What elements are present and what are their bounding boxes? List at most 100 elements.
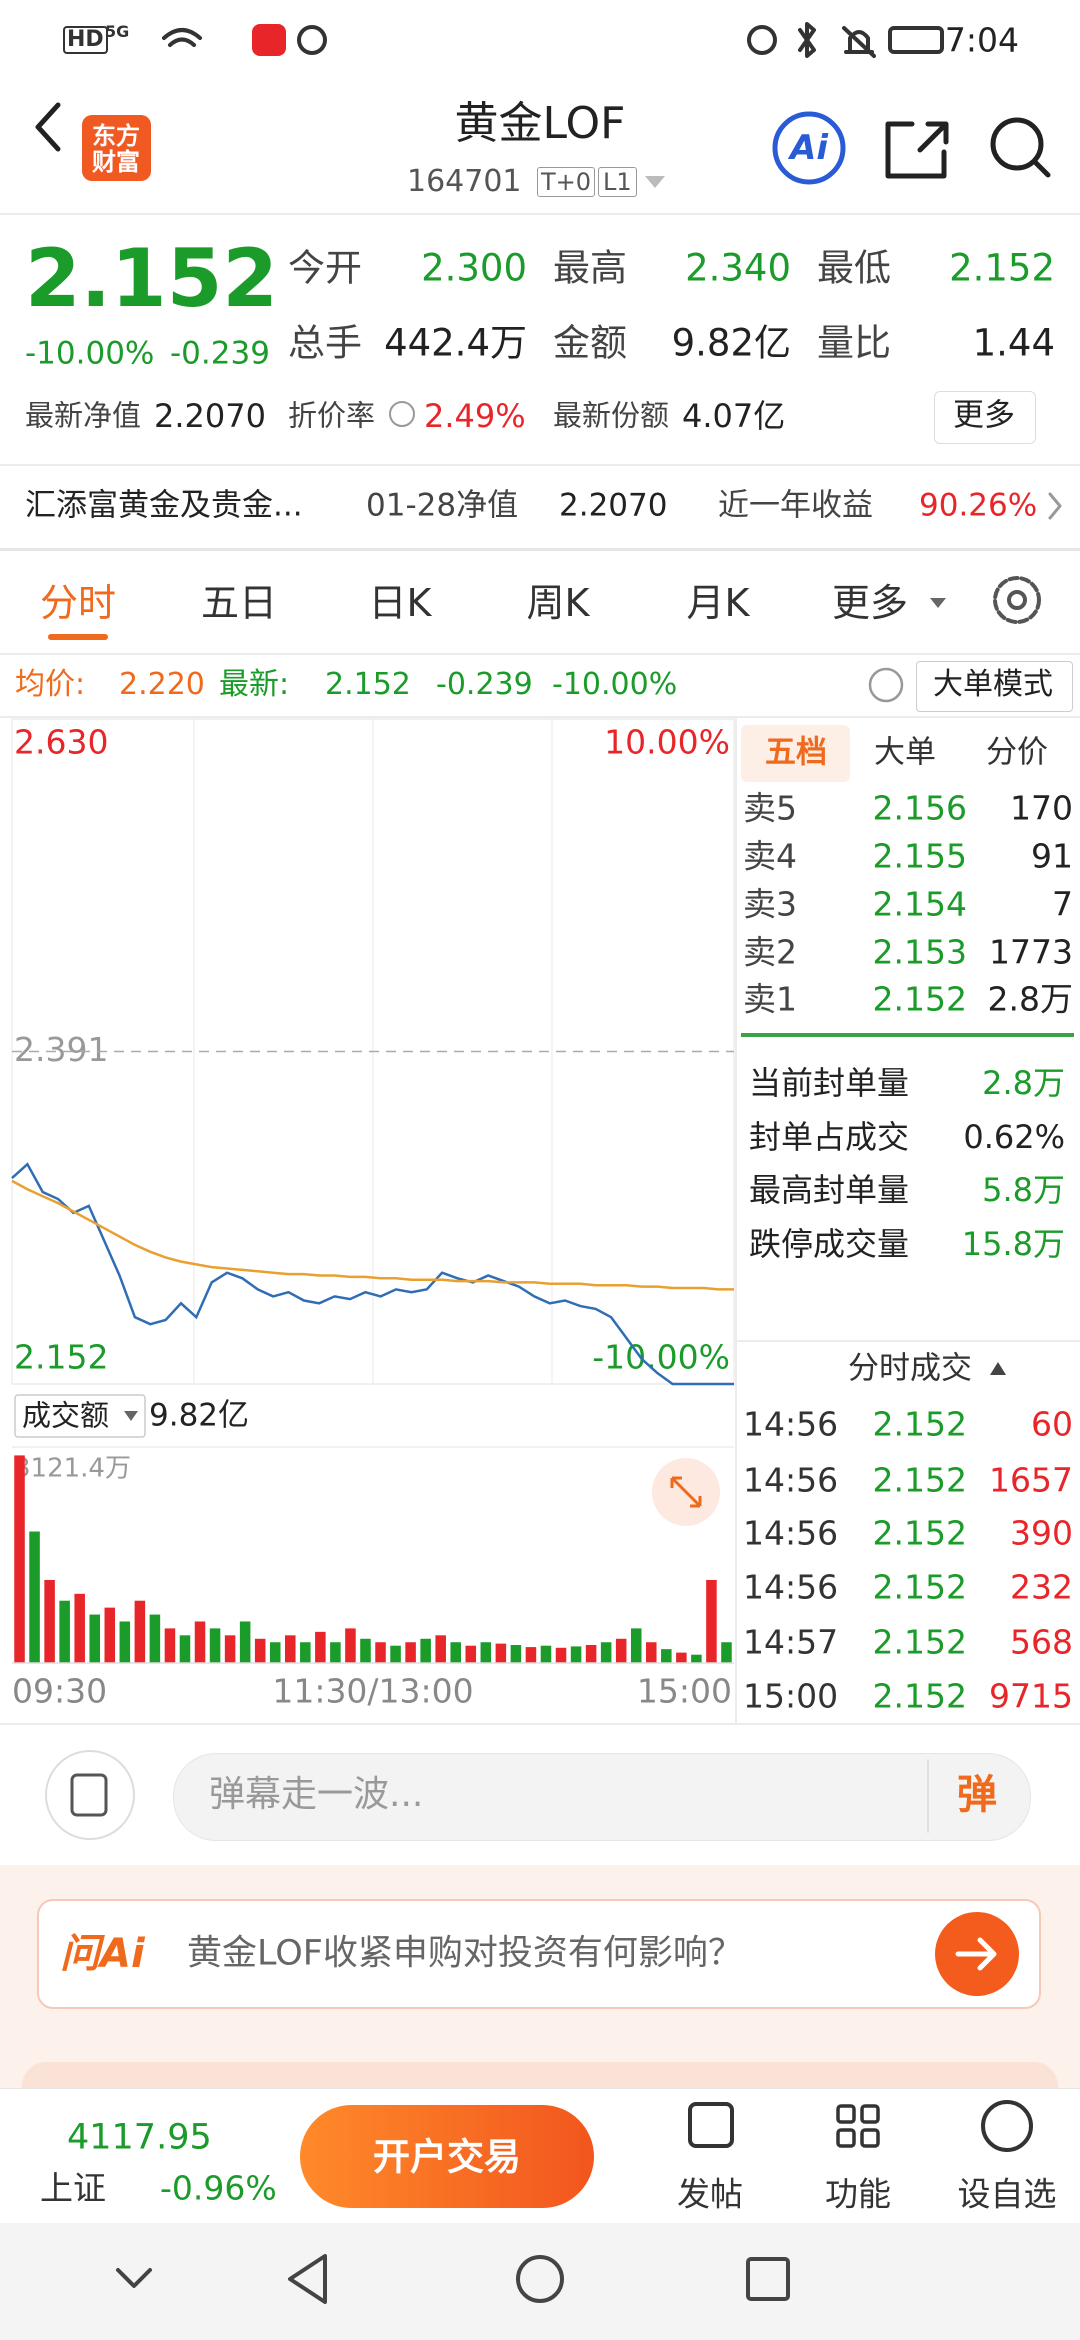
pct-label: 10.00%	[604, 723, 730, 762]
label: 卖1	[743, 979, 797, 1019]
watchlist-icon[interactable]	[981, 2100, 1033, 2152]
nav-recent[interactable]	[746, 2257, 790, 2301]
label: 2.152	[872, 1622, 967, 1662]
share-button[interactable]	[885, 121, 949, 179]
comment-icon[interactable]	[45, 1750, 135, 1840]
tab[interactable]: 日K	[368, 581, 432, 625]
bell-icon	[842, 26, 876, 58]
tab[interactable]: 更多	[831, 581, 909, 625]
tab[interactable]: 五档	[765, 734, 827, 771]
volume-bar	[480, 1642, 492, 1663]
volume-bar	[134, 1600, 146, 1663]
volume-bar	[706, 1579, 717, 1663]
volume-bar	[646, 1642, 657, 1663]
label: 14:56	[743, 1513, 839, 1553]
mode-button[interactable]	[916, 661, 1073, 712]
label: 4117.95	[67, 2117, 212, 2158]
volume-bar	[375, 1642, 386, 1663]
volume-bar	[194, 1621, 206, 1663]
nav-back[interactable]	[288, 2254, 327, 2304]
divider	[0, 548, 1080, 551]
wifi-icon	[162, 28, 202, 47]
label: 成交额	[22, 1398, 110, 1433]
y-tick-label: 2.630	[14, 723, 108, 762]
volume-bar	[420, 1638, 431, 1663]
label: 0.62%	[963, 1118, 1065, 1156]
label: 分时成交	[848, 1350, 972, 1387]
label: 今开	[288, 246, 362, 290]
label: 01-28净值	[366, 487, 519, 524]
volume-selector[interactable]	[14, 1394, 146, 1438]
label[interactable]: Ai	[790, 128, 828, 168]
label: 2.154	[872, 884, 967, 924]
divider	[0, 213, 1080, 215]
label: 4.07亿	[682, 397, 786, 435]
trade-button[interactable]	[300, 2105, 594, 2208]
volume-bar	[224, 1635, 236, 1663]
tab[interactable]: 月K	[686, 581, 750, 625]
volume-bar	[300, 1642, 311, 1663]
label: 2.300	[421, 246, 527, 290]
label[interactable]: 更多	[953, 397, 1015, 434]
back-button[interactable]	[35, 102, 61, 152]
volume-bar	[119, 1621, 131, 1663]
nav-home[interactable]	[516, 2255, 564, 2303]
divider	[0, 1723, 1080, 1725]
label: 2.152	[325, 667, 411, 702]
tab[interactable]: 分价	[986, 734, 1048, 771]
comment-input[interactable]	[173, 1753, 1031, 1841]
label[interactable]: 大单模式	[933, 667, 1053, 702]
label[interactable]: 功能	[825, 2174, 891, 2214]
label[interactable]: 发帖	[677, 2174, 743, 2214]
settings-button[interactable]	[993, 576, 1041, 624]
pct-label: -10.00%	[592, 1338, 730, 1377]
label: 232	[1010, 1567, 1073, 1607]
label: 2.152	[872, 979, 967, 1019]
volume-bar	[179, 1635, 191, 1663]
nav-down[interactable]	[116, 2268, 152, 2288]
label: 5G	[105, 22, 130, 41]
label: 90.26%	[919, 487, 1038, 524]
label[interactable]: 设自选	[957, 2174, 1057, 2214]
post-icon[interactable]	[688, 2102, 734, 2148]
label[interactable]: 弹	[957, 1772, 997, 1818]
volume-bar	[254, 1638, 266, 1663]
label: 14:56	[743, 1404, 839, 1444]
search-handle	[1032, 159, 1051, 178]
label: 2.156	[872, 788, 967, 828]
label: -0.239	[436, 667, 533, 702]
function-icon[interactable]	[836, 2104, 856, 2124]
search-button[interactable]	[990, 117, 1044, 171]
tab[interactable]: 大单	[874, 734, 936, 771]
x-label: 09:30	[12, 1672, 107, 1711]
arrow-icon	[955, 1937, 997, 1971]
label: 量比	[817, 321, 891, 365]
label: 卖4	[743, 836, 797, 876]
ai-card[interactable]	[37, 1899, 1041, 2009]
volume-bar	[676, 1652, 687, 1663]
label[interactable]: 开户交易	[373, 2135, 521, 2179]
ai-button[interactable]	[772, 111, 846, 185]
label: 7	[1052, 884, 1073, 924]
label: 近一年收益	[718, 487, 873, 524]
sort-arrow	[990, 1362, 1006, 1375]
label: 2.2070	[559, 487, 668, 524]
more-button[interactable]	[934, 391, 1036, 444]
title: 黄金LOF	[454, 98, 626, 149]
label[interactable]: 弹幕走一波...	[209, 1774, 424, 1815]
label: 2.340	[685, 246, 791, 290]
y-tick-label: 3121.4万	[14, 1454, 131, 1484]
volume-bar	[465, 1645, 477, 1663]
label: 汇添富黄金及贵金...	[25, 487, 303, 524]
tab[interactable]: 周K	[526, 581, 590, 625]
tab[interactable]: 分时	[39, 581, 117, 625]
tab[interactable]: 五日	[200, 581, 278, 625]
label: 390	[1010, 1513, 1073, 1553]
price: 2.152	[25, 232, 279, 325]
label: 2.49%	[424, 397, 526, 435]
label: 2.8万	[982, 1064, 1065, 1102]
help-icon[interactable]	[868, 667, 904, 703]
chevron	[1048, 492, 1062, 520]
x-label: 11:30/13:00	[272, 1672, 473, 1711]
